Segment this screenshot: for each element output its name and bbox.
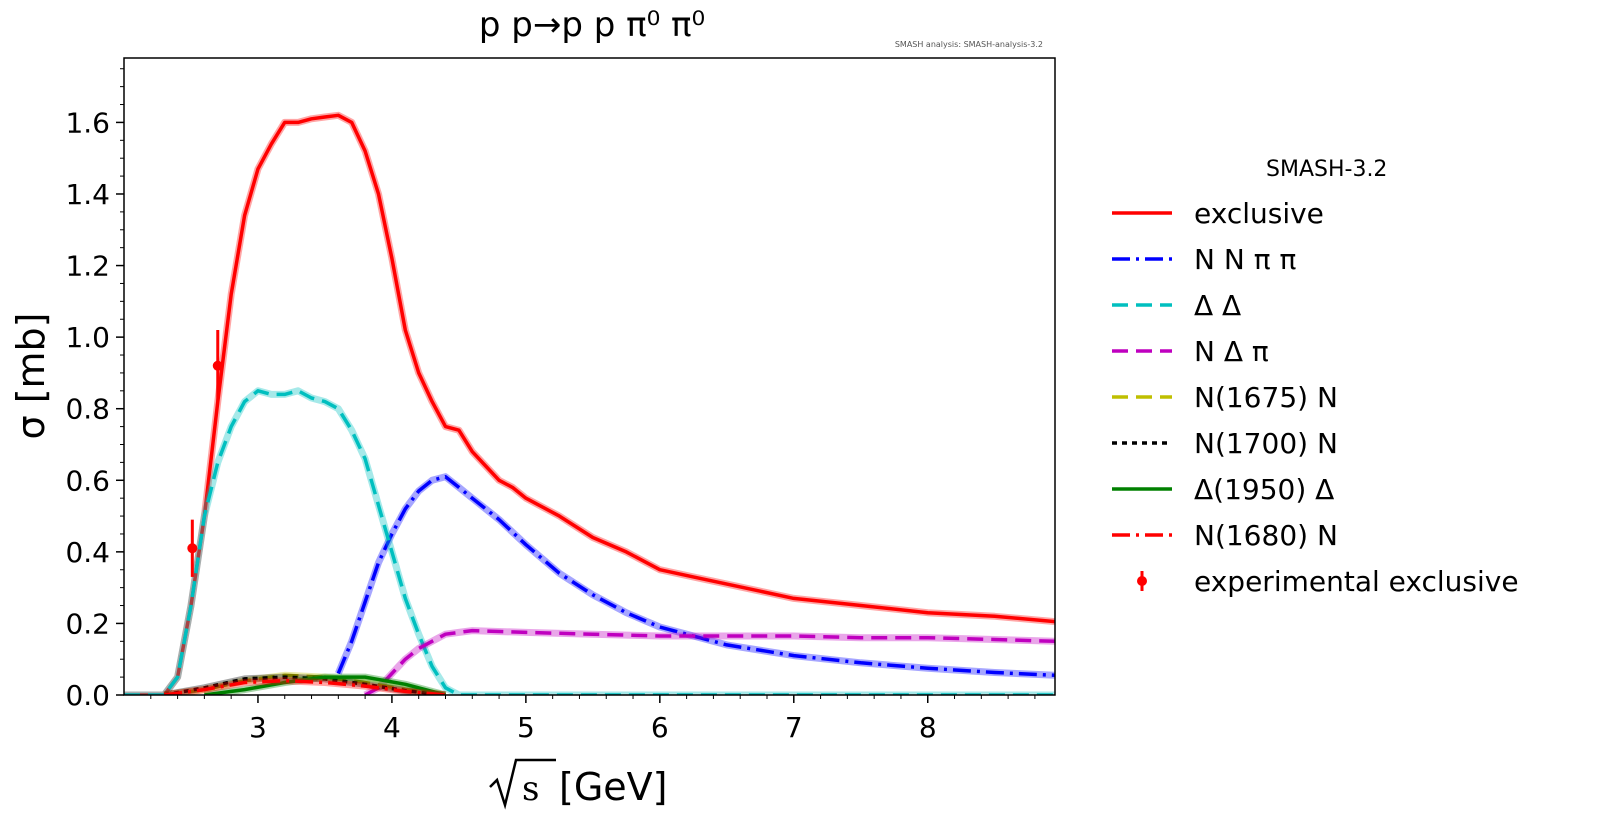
legend-title: SMASH-3.2 — [1266, 157, 1388, 182]
legend-swatch — [1112, 441, 1172, 445]
legend-label: Δ Δ — [1194, 288, 1242, 322]
legend-item: Δ(1950) Δ — [1110, 466, 1580, 512]
series-line-1 — [336, 474, 1055, 678]
legend-label: experimental exclusive — [1194, 564, 1519, 598]
series-band-0 — [124, 111, 1055, 695]
legend-item: N Δ π — [1110, 328, 1580, 374]
exp-point-1 — [212, 360, 223, 371]
series-line-7 — [163, 678, 446, 695]
legend-swatch — [1137, 571, 1147, 591]
y-tick-label: 1.2 — [65, 250, 110, 283]
sqrt-symbol-icon — [489, 758, 556, 810]
legend-swatch — [1112, 487, 1172, 491]
legend-label: N(1700) N — [1194, 426, 1338, 460]
x-tick-label: 8 — [919, 711, 937, 744]
analysis-watermark: SMASH analysis: SMASH-analysis-3.2 — [895, 40, 1043, 49]
legend-swatch — [1112, 395, 1172, 399]
legend: SMASH-3.2 exclusive N N π π Δ Δ N Δ π N(1675… — [1110, 150, 1580, 604]
y-tick-label: 0.8 — [65, 393, 110, 426]
legend-swatch — [1112, 303, 1172, 307]
legend-label: N N π π — [1194, 242, 1297, 276]
y-tick-label: 0.4 — [65, 536, 110, 569]
x-axis-label-unit: [GeV] — [559, 765, 667, 809]
legend-item: N(1700) N — [1110, 420, 1580, 466]
y-tick-label: 1.6 — [65, 106, 110, 139]
legend-item: N(1680) N — [1110, 512, 1580, 558]
legend-swatch — [1112, 349, 1172, 353]
legend-label: N Δ π — [1194, 334, 1269, 368]
series-line-0 — [124, 113, 1055, 695]
x-tick-label: 6 — [651, 711, 669, 744]
exp-point-0 — [187, 543, 198, 554]
x-axis-label: √s s [GeV] — [489, 758, 667, 810]
series-line-6 — [204, 675, 446, 695]
legend-swatch — [1112, 211, 1172, 215]
legend-item: Δ Δ — [1110, 282, 1580, 328]
series-line-3 — [364, 628, 1055, 695]
x-tick-label: 3 — [249, 711, 267, 744]
y-tick-label: 1.0 — [65, 321, 110, 354]
legend-item: N N π π — [1110, 236, 1580, 282]
legend-item: experimental exclusive — [1110, 558, 1580, 604]
series-line-5 — [163, 675, 446, 695]
y-tick-label: 1.4 — [65, 178, 110, 211]
plot-area-frame — [123, 57, 1056, 696]
legend-label: N(1675) N — [1194, 380, 1338, 414]
legend-item: exclusive — [1110, 190, 1580, 236]
legend-swatch — [1112, 257, 1172, 261]
x-tick-label: 4 — [383, 711, 401, 744]
y-tick-label: 0.2 — [65, 607, 110, 640]
legend-item: N(1675) N — [1110, 374, 1580, 420]
x-axis-label-s: s — [522, 769, 539, 809]
legend-label: Δ(1950) Δ — [1194, 472, 1335, 506]
x-tick-label: 5 — [517, 711, 535, 744]
series-band-2 — [124, 387, 1055, 695]
legend-label: exclusive — [1194, 196, 1324, 230]
y-tick-label: 0.0 — [65, 679, 110, 712]
y-axis-label: σ [mb] — [9, 313, 53, 440]
y-tick-label: 0.6 — [65, 464, 110, 497]
series-line-2 — [124, 389, 1055, 695]
chart-title: p p→p p π⁰ π⁰ — [479, 5, 705, 45]
x-tick-label: 7 — [785, 711, 803, 744]
legend-swatch — [1112, 533, 1172, 537]
legend-label: N(1680) N — [1194, 518, 1338, 552]
